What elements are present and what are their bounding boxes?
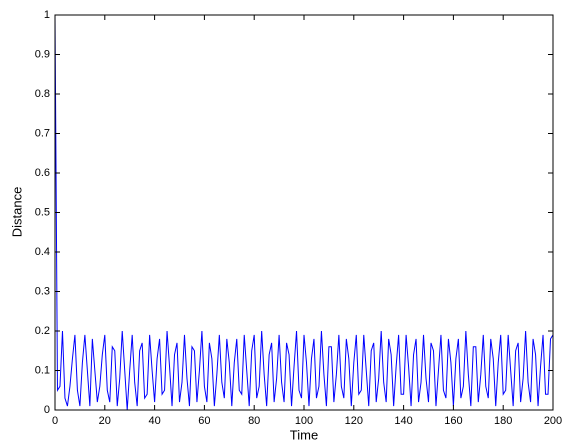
- y-tick-label: 0.2: [35, 325, 50, 337]
- x-tick-label: 180: [494, 415, 512, 427]
- y-tick-label: 0.6: [35, 167, 50, 179]
- data-line: [54, 14, 554, 411]
- y-tick-label: 0.5: [35, 206, 50, 218]
- x-tick-label: 20: [99, 415, 111, 427]
- y-tick-label: 0.4: [35, 246, 50, 258]
- x-tick-label: 140: [394, 415, 412, 427]
- x-tick-label: 60: [198, 415, 210, 427]
- y-axis-label: Distance: [9, 187, 24, 238]
- x-axis-label: Time: [290, 427, 318, 442]
- x-tick-label: 0: [52, 415, 58, 427]
- y-tick-label: 0.9: [35, 48, 50, 60]
- y-tick-label: 0.7: [35, 127, 50, 139]
- x-tick-label: 120: [345, 415, 363, 427]
- y-tick-label: 0.8: [35, 88, 50, 100]
- x-tick-label: 40: [148, 415, 160, 427]
- y-tick-label: 0.3: [35, 285, 50, 297]
- y-tick-label: 0: [44, 404, 50, 416]
- y-tick-label: 1: [44, 9, 50, 21]
- x-tick-label: 160: [444, 415, 462, 427]
- x-tick-label: 200: [544, 415, 562, 427]
- axes-box: [54, 14, 554, 411]
- x-tick-label: 100: [295, 415, 313, 427]
- y-tick-label: 0.1: [35, 364, 50, 376]
- x-tick-label: 80: [248, 415, 260, 427]
